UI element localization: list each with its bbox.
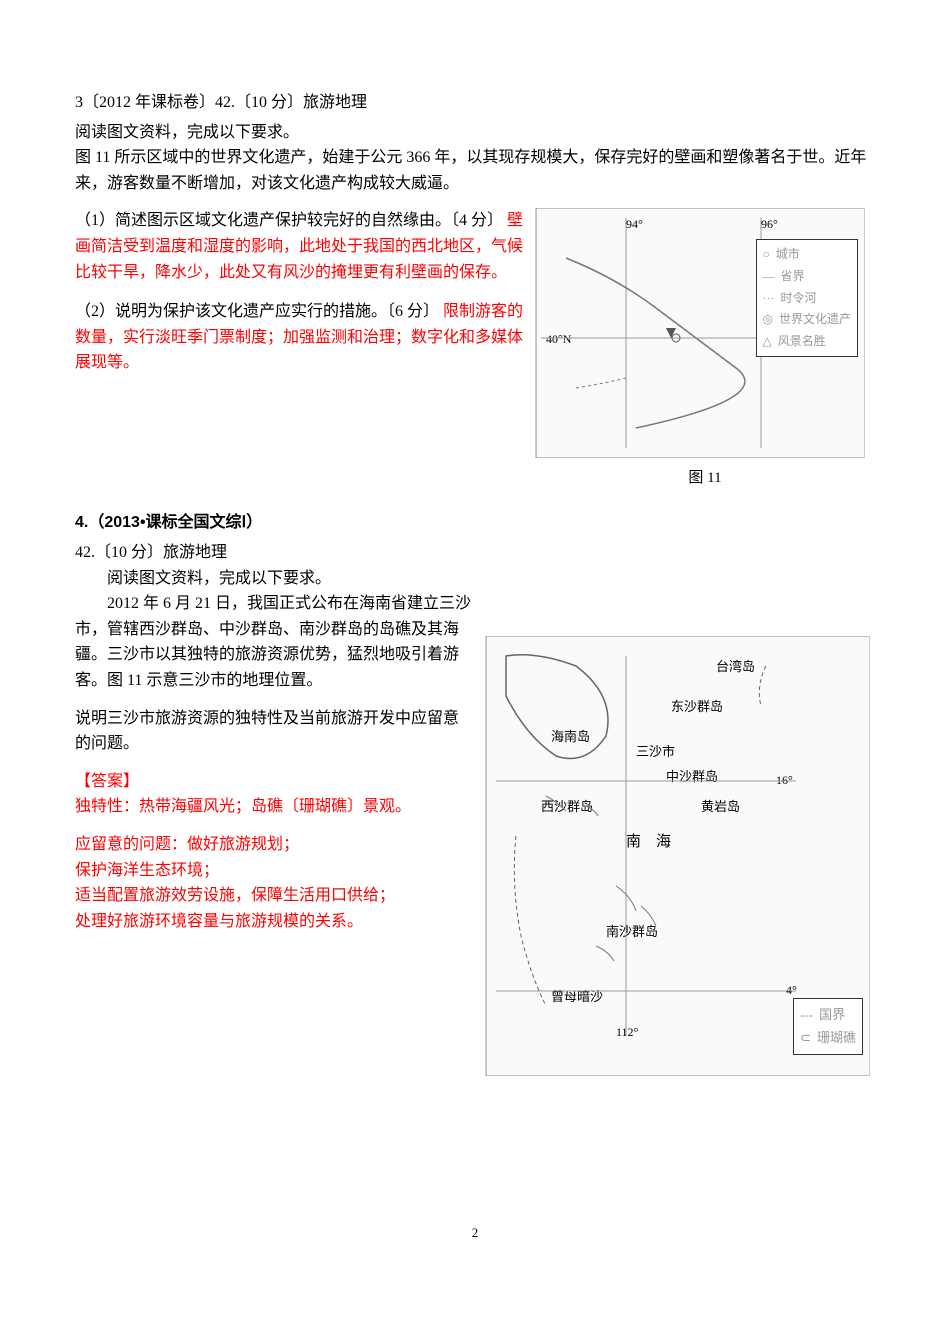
- map-hainan: 海南岛: [551, 729, 590, 744]
- question-3: 3〔2012 年课标卷〕42.〔10 分〕旅游地理 阅读图文资料，完成以下要求。…: [75, 90, 875, 490]
- q4-title: 4.（2013•课标全国文综Ⅰ）: [75, 510, 875, 536]
- q3-sub2: （2）说明为保护该文化遗产应实行的措施。〔6 分〕 限制游客的数量，实行淡旺季门…: [75, 299, 525, 376]
- q4-question: 说明三沙市旅游资源的独特性及当前旅游开发中应留意的问题。: [75, 706, 473, 757]
- q3-right-column: 94° 96° 40°N ○城市 —省界 ···时令河 ◎世界文化遗产: [535, 208, 875, 490]
- q4-content-row: 阅读图文资料，完成以下要求。 2012 年 6 月 21 日，我国正式公布在海南…: [75, 566, 875, 1076]
- q3-sub1: （1）简述图示区域文化遗产保护较完好的自然缘由。〔4 分〕 壁画简洁受到温度和湿…: [75, 208, 525, 285]
- q4-issue4: 处理好旅游环境容量与旅游规模的关系。: [75, 909, 473, 935]
- map-lat2: 4°: [786, 983, 797, 997]
- map-sansha: 三沙市: [636, 744, 675, 759]
- q3-content-row: （1）简述图示区域文化遗产保护较完好的自然缘由。〔4 分〕 壁画简洁受到温度和湿…: [75, 208, 875, 490]
- q4-legend: ---国界 ⊂珊瑚礁: [793, 998, 863, 1055]
- q3-instruction: 阅读图文资料，完成以下要求。: [75, 120, 875, 146]
- q3-lat: 40°N: [546, 332, 572, 346]
- map-lon: 112°: [616, 1025, 639, 1039]
- q3-legend: ○城市 —省界 ···时令河 ◎世界文化遗产 △风景名胜: [756, 239, 859, 357]
- q4-issues: 应留意的问题：做好旅游规划；: [75, 832, 473, 858]
- q3-map: 94° 96° 40°N ○城市 —省界 ···时令河 ◎世界文化遗产: [535, 208, 865, 458]
- legend-province: —省界: [763, 266, 852, 288]
- q3-sub1-question: （1）简述图示区域文化遗产保护较完好的自然缘由。〔4 分〕: [75, 212, 503, 229]
- map-lat1: 16°: [776, 773, 793, 787]
- legend-heritage: ◎世界文化遗产: [763, 309, 852, 331]
- q4-right-column: 台湾岛 东沙群岛 海南岛 三沙市 中沙群岛 西沙群岛 黄岩岛 南 海 南沙群岛 …: [485, 636, 875, 1076]
- q3-header: 3〔2012 年课标卷〕42.〔10 分〕旅游地理: [75, 90, 875, 116]
- legend-seasonal: ···时令河: [763, 288, 852, 310]
- q3-lon2: 96°: [761, 217, 778, 231]
- q3-lon1: 94°: [626, 217, 643, 231]
- q4-answer-unique: 独特性：热带海疆风光；岛礁〔珊瑚礁〕景观。: [75, 794, 473, 820]
- q4-instruction: 阅读图文资料，完成以下要求。: [75, 566, 473, 592]
- page-number: 2: [472, 1223, 479, 1244]
- map-zhongsha: 中沙群岛: [666, 769, 718, 784]
- q4-map: 台湾岛 东沙群岛 海南岛 三沙市 中沙群岛 西沙群岛 黄岩岛 南 海 南沙群岛 …: [485, 636, 870, 1076]
- q4-answer-block: 【答案】 独特性：热带海疆风光；岛礁〔珊瑚礁〕景观。 应留意的问题：做好旅游规划…: [75, 769, 473, 935]
- legend-city: ○城市: [763, 244, 852, 266]
- q3-left-column: （1）简述图示区域文化遗产保护较完好的自然缘由。〔4 分〕 壁画简洁受到温度和湿…: [75, 208, 525, 490]
- map-dongsha: 东沙群岛: [671, 699, 723, 714]
- map-nanhai: 南 海: [626, 833, 671, 850]
- map-taiwan: 台湾岛: [716, 659, 755, 674]
- q4-left-column: 阅读图文资料，完成以下要求。 2012 年 6 月 21 日，我国正式公布在海南…: [75, 566, 473, 1076]
- legend-border: ---国界: [800, 1003, 856, 1026]
- legend-reef: ⊂珊瑚礁: [800, 1026, 856, 1049]
- q4-intro: 2012 年 6 月 21 日，我国正式公布在海南省建立三沙市，管辖西沙群岛、中…: [75, 591, 473, 693]
- map-nansha: 南沙群岛: [606, 924, 658, 939]
- q4-issue1: 做好旅游规划；: [187, 836, 299, 853]
- q3-map-caption: 图 11: [535, 466, 875, 490]
- q4-answer-label: 【答案】: [75, 769, 473, 795]
- map-xisha: 西沙群岛: [541, 799, 593, 814]
- q3-intro: 图 11 所示区域中的世界文化遗产，始建于公元 366 年，以其现存规模大，保存…: [75, 145, 875, 196]
- map-huangyan: 黄岩岛: [701, 799, 740, 814]
- q3-sub2-question: （2）说明为保护该文化遗产应实行的措施。〔6 分〕: [75, 303, 439, 320]
- q4-issue2: 保护海洋生态环境；: [75, 858, 473, 884]
- question-4: 4.（2013•课标全国文综Ⅰ） 42.〔10 分〕旅游地理 阅读图文资料，完成…: [75, 510, 875, 1075]
- q4-header: 42.〔10 分〕旅游地理: [75, 540, 875, 566]
- q4-issues-label: 应留意的问题：: [75, 836, 187, 853]
- legend-scenic: △风景名胜: [763, 331, 852, 353]
- q4-issue3: 适当配置旅游效劳设施，保障生活用口供给；: [75, 883, 473, 909]
